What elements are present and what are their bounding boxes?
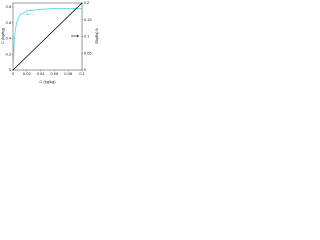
series-line [12, 8, 82, 71]
y2-tick-label: 0.15 [84, 17, 93, 22]
arrow-right [71, 35, 79, 37]
x-tick-label: 0.04 [37, 71, 46, 76]
y-tick-label: 0.6 [6, 20, 12, 25]
y-tick-label: 0.4 [6, 36, 12, 41]
x-tick-label: 0.1 [79, 71, 85, 76]
arrow-left [26, 13, 34, 15]
chart: C (kg/kg) C (kg/kg) q (kg/kg) 0 0.02 0.04 0… [0, 0, 100, 84]
y2-tick-label: 0.2 [84, 0, 90, 5]
y2-axis-label: q (kg/kg) [95, 28, 100, 44]
y-tick-label: 0 [9, 67, 12, 72]
y-tick-label: 0.8 [6, 4, 12, 9]
x-tick-label: 0 [12, 71, 15, 76]
y2-tick-label: 0.05 [84, 50, 93, 55]
y-axis-label: C (kg/kg) [0, 27, 5, 44]
x-tick-label: 0.08 [64, 71, 73, 76]
page: {"chart_data": {"type": "line", "xlabel"… [0, 0, 320, 86]
x-tick-label: 0.02 [23, 71, 32, 76]
x-tick-label: 0.06 [51, 71, 60, 76]
y2-tick-label: 0 [84, 67, 87, 72]
y-tick-label: 0.2 [6, 51, 12, 56]
series-line [12, 2, 83, 71]
y2-tick-label: 0.1 [84, 34, 90, 39]
x-axis-label: C (kg/kg) [39, 79, 56, 84]
